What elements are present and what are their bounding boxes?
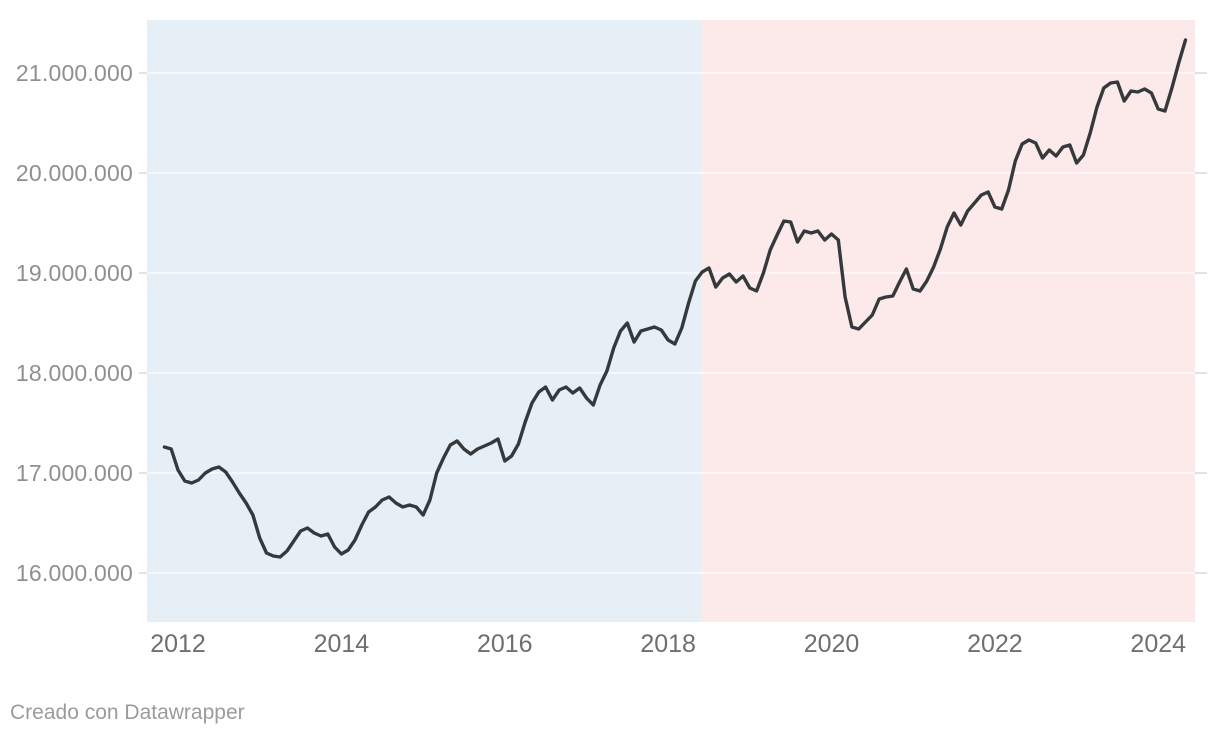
attribution-text: Creado con Datawrapper (10, 701, 245, 724)
data-line (162, 38, 1188, 559)
range-highlight-azul (147, 20, 703, 622)
range-highlight-rosa (702, 20, 1195, 622)
